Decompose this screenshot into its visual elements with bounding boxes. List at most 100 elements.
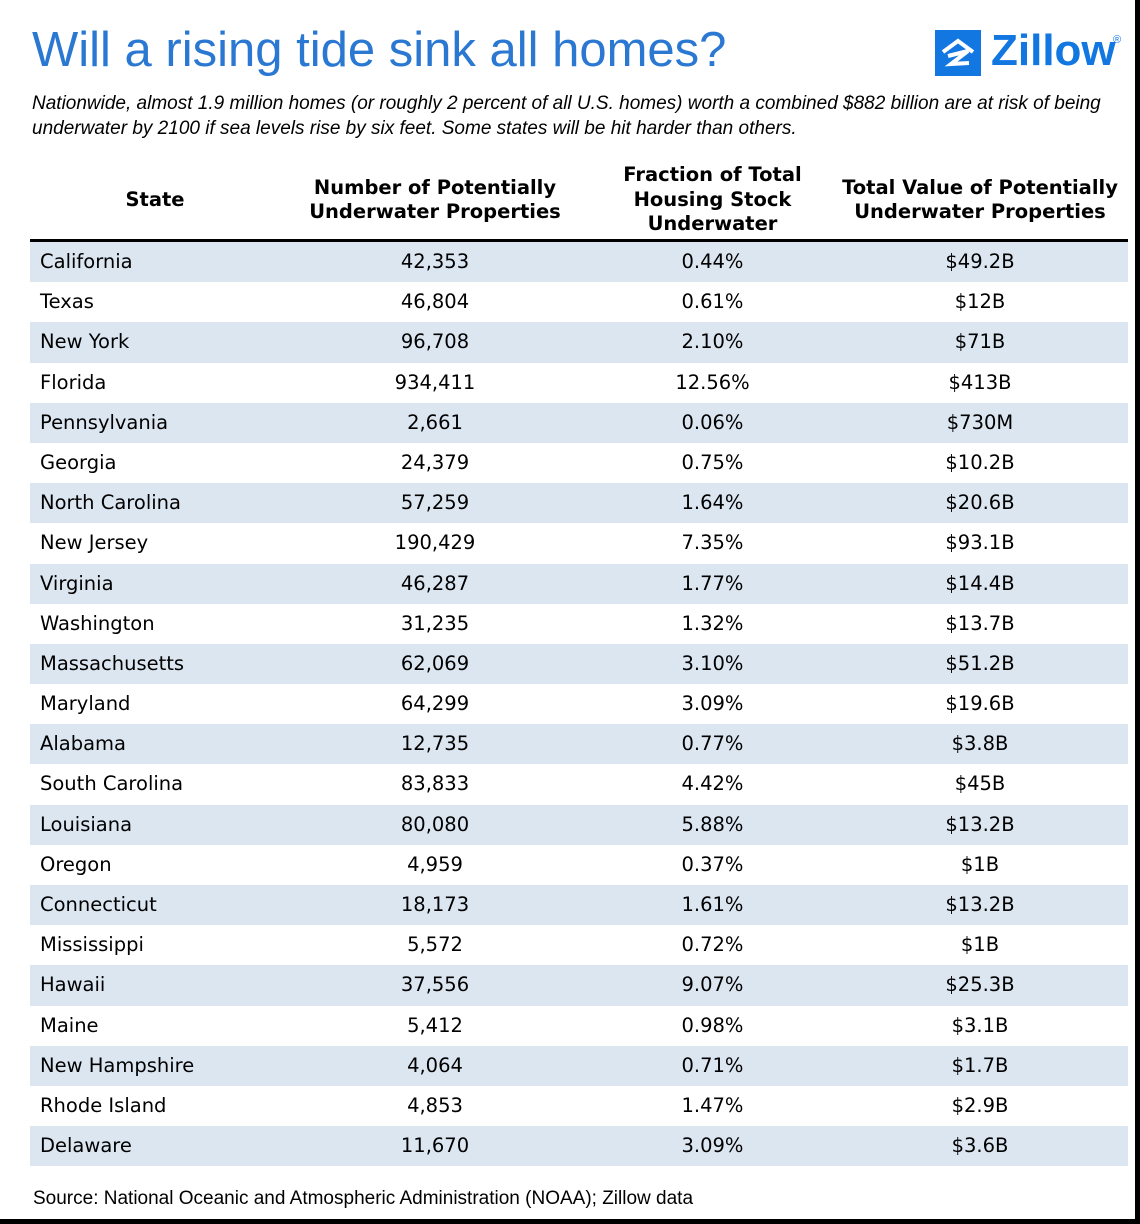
fraction-cell: 4.42% [681,772,744,796]
state-cell: Oregon [40,852,112,876]
count-cell: 31,235 [400,611,470,635]
state-cell: Virginia [40,571,114,595]
source-note: Source: National Oceanic and Atmospheric… [33,1188,694,1209]
state-cell: Delaware [40,1134,132,1158]
state-cell: New York [40,330,130,354]
table-row: Georgia 24,379 0.75% $10.2B [30,443,1128,483]
value-cell: $19.6B [945,692,1015,716]
value-cell: $14.4B [945,571,1015,595]
table-row: New Jersey 190,429 7.35% $93.1B [30,523,1128,563]
value-cell: $20.6B [945,491,1015,515]
table-row: California 42,353 0.44% $49.2B [30,242,1128,283]
state-cell: South Carolina [40,772,184,796]
fraction-cell: 3.09% [681,692,744,716]
value-cell: $71B [954,330,1006,354]
count-cell: 62,069 [400,651,470,675]
fraction-cell: 0.44% [681,250,744,273]
fraction-cell: 7.35% [681,531,744,555]
count-cell: 12,735 [400,732,470,756]
table-row: Virginia 46,287 1.77% $14.4B [30,563,1128,604]
header-count: Number of Potentially Underwater Propert… [309,175,561,224]
count-cell: 46,287 [400,571,470,595]
table-row: Oregon 4,959 0.37% $1B [30,845,1128,885]
fraction-cell: 0.75% [681,450,744,474]
count-cell: 83,833 [400,772,470,796]
count-cell: 190,429 [394,531,476,555]
fraction-cell: 0.61% [681,290,744,314]
table-row: New Hampshire 4,064 0.71% $1.7B [30,1045,1128,1086]
value-cell: $25.3B [945,973,1015,997]
fraction-cell: 1.32% [681,611,744,635]
value-cell: $49.2B [945,250,1015,273]
table-row: Hawaii 37,556 9.07% $25.3B [30,965,1128,1006]
fraction-cell: 0.98% [681,1013,744,1037]
fraction-cell: 0.72% [681,933,744,957]
table-row: Louisiana 80,080 5.88% $13.2B [30,804,1128,845]
registered-mark: ® [1113,34,1122,46]
value-cell: $13.7B [945,611,1015,635]
value-cell: $1.7B [951,1053,1009,1077]
state-cell: Rhode Island [40,1093,167,1117]
count-cell: 37,556 [400,973,470,997]
table-row: Connecticut 18,173 1.61% $13.2B [30,885,1128,926]
header-state: State [125,187,185,211]
value-cell: $10.2B [945,450,1015,474]
fraction-cell: 5.88% [681,812,744,836]
fraction-cell: 1.64% [681,491,744,515]
state-cell: North Carolina [40,491,181,515]
state-cell: Georgia [40,450,117,474]
state-cell: Maryland [40,692,131,716]
table-row: South Carolina 83,833 4.42% $45B [30,764,1128,804]
fraction-cell: 3.10% [681,651,744,675]
state-cell: Washington [40,611,155,635]
table-row: Alabama 12,735 0.77% $3.8B [30,724,1128,765]
table-row: New York 96,708 2.10% $71B [30,322,1128,363]
count-cell: 46,804 [400,290,470,314]
logo-wordmark: Zillow [991,26,1116,75]
count-cell: 96,708 [400,330,470,354]
count-cell: 4,959 [407,852,463,876]
page-title: Will a rising tide sink all homes? [32,23,727,77]
state-cell: Connecticut [40,893,157,916]
table-header-row: State Number of Potentially Underwater P… [30,158,1128,242]
fraction-cell: 0.71% [681,1053,744,1077]
count-cell: 64,299 [400,692,470,716]
fraction-cell: 0.37% [681,852,744,876]
data-table: State Number of Potentially Underwater P… [30,158,1128,1167]
value-cell: $12B [954,290,1006,314]
subtitle: Nationwide, almost 1.9 million homes (or… [32,93,1101,139]
value-cell: $45B [954,772,1006,796]
count-cell: 18,173 [400,893,470,916]
count-cell: 5,572 [407,933,463,957]
fraction-cell: 9.07% [681,973,744,997]
table-row: Pennsylvania 2,661 0.06% $730M [30,402,1128,443]
table-row: Delaware 11,670 3.09% $3.6B [30,1126,1128,1167]
table-row: Washington 31,235 1.32% $13.7B [30,604,1128,644]
state-cell: Florida [40,370,107,394]
table-body: California 42,353 0.44% $49.2B Texas 46,804 0.… [30,242,1128,1167]
count-cell: 5,412 [407,1013,463,1037]
fraction-cell: 2.10% [681,330,744,354]
header-value: Total Value of Potentially Underwater Pr… [842,175,1118,224]
count-cell: 4,064 [407,1053,463,1077]
value-cell: $413B [948,370,1012,394]
fraction-cell: 0.06% [681,410,744,434]
value-cell: $13.2B [945,812,1015,836]
fraction-cell: 1.77% [681,571,744,595]
table-row: Massachusetts 62,069 3.10% $51.2B [30,643,1128,685]
state-cell: Pennsylvania [40,410,169,434]
value-cell: $13.2B [945,893,1015,916]
state-cell: Massachusetts [40,651,185,675]
fraction-cell: 0.77% [681,732,744,756]
fraction-cell: 12.56% [675,370,750,394]
state-cell: Hawaii [40,973,106,997]
value-cell: $1B [960,852,1000,876]
value-cell: $3.1B [951,1013,1009,1037]
value-cell: $730M [946,410,1014,434]
count-cell: 57,259 [400,491,470,515]
count-cell: 11,670 [400,1134,470,1158]
value-cell: $1B [960,933,1000,957]
table-row: Maryland 64,299 3.09% $19.6B [30,684,1128,724]
state-cell: Texas [40,290,94,314]
